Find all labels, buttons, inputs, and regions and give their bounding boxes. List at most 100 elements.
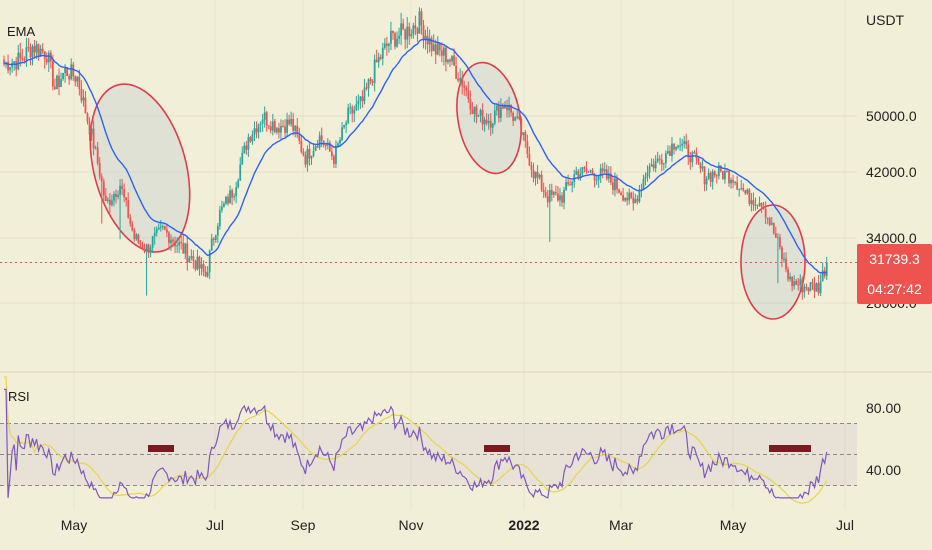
candle-body: [333, 156, 335, 164]
candle-body: [612, 182, 614, 191]
candle-body: [282, 125, 284, 127]
candle-body: [273, 121, 276, 133]
last-price-badge[interactable]: 31739.3 04:27:42: [857, 244, 932, 304]
candle-body: [799, 279, 802, 286]
candle-body: [129, 217, 132, 224]
candle-body: [497, 105, 500, 118]
candle-body: [473, 106, 476, 114]
candle-body: [286, 119, 288, 133]
candle-body: [717, 165, 720, 177]
candle-body: [259, 123, 262, 125]
candle-body: [770, 222, 773, 225]
candle-body: [369, 79, 372, 82]
candle-body: [196, 256, 199, 270]
candle-body: [772, 222, 775, 234]
candle-body: [730, 179, 732, 184]
candle-body: [546, 196, 549, 203]
candle-body: [361, 96, 364, 102]
candle-body: [481, 110, 484, 125]
candle-body: [679, 145, 682, 147]
candle-body: [585, 168, 588, 172]
candle-body: [7, 61, 9, 71]
candle-body: [622, 195, 624, 201]
candle-body: [212, 238, 215, 241]
candle-body: [561, 195, 563, 203]
candle-body: [343, 124, 345, 128]
candle-body: [74, 76, 77, 82]
candle-body: [758, 203, 761, 206]
candle-body: [314, 146, 317, 152]
ema-line: [3, 38, 828, 274]
candle-body: [324, 144, 327, 146]
candle-body: [744, 190, 747, 194]
rsi-pane-title: RSI: [8, 389, 30, 404]
candle-body: [795, 281, 798, 285]
candle-body: [127, 200, 130, 218]
candle-body: [768, 218, 771, 225]
candle-body: [145, 244, 148, 252]
candle-body: [241, 152, 244, 165]
candle-body: [414, 25, 417, 29]
candle-body: [214, 235, 217, 241]
candle-body: [453, 55, 455, 66]
candle-body: [734, 182, 737, 184]
candle-body: [614, 178, 616, 191]
candle-body: [500, 106, 502, 118]
candle-body: [410, 34, 413, 37]
candle-body: [691, 152, 694, 163]
candle-body: [685, 141, 688, 145]
candle-body: [188, 258, 191, 263]
candle-body: [575, 171, 578, 175]
candle-body: [143, 249, 146, 252]
candle-body: [440, 50, 443, 56]
candle-body: [121, 185, 124, 190]
time-tick-label: Sep: [291, 517, 316, 533]
candle-body: [571, 181, 574, 186]
candle-body: [760, 203, 763, 208]
candle-body: [161, 226, 164, 228]
candle-body: [776, 237, 779, 239]
candle-body: [819, 281, 822, 294]
candle-body: [379, 56, 382, 59]
candle-body: [218, 210, 221, 227]
candle-body: [290, 118, 293, 125]
candle-body: [487, 120, 490, 124]
candle-body: [381, 47, 384, 59]
candle-body: [335, 145, 337, 164]
candle-body: [636, 199, 639, 202]
candle-body: [135, 234, 138, 240]
candle-body: [176, 245, 179, 247]
candle-body: [180, 242, 183, 244]
candle-body: [387, 43, 390, 46]
candle-body: [267, 125, 270, 127]
candle-body: [412, 25, 415, 35]
last-price-value: 31739.3: [869, 251, 920, 267]
candle-body: [803, 286, 806, 293]
candle-body: [80, 89, 83, 101]
candle-body: [31, 46, 34, 58]
candle-body: [750, 200, 753, 204]
candle-body: [357, 100, 360, 105]
candle-body: [721, 171, 724, 180]
candle-body: [485, 119, 488, 124]
candle-body: [740, 187, 743, 190]
candle-body: [506, 104, 508, 111]
candle-body: [445, 47, 447, 63]
candle-body: [54, 86, 56, 90]
candle-body: [742, 187, 745, 191]
candle-body: [591, 170, 594, 175]
candle-body: [489, 120, 492, 128]
candle-body: [754, 204, 757, 206]
candle-body: [689, 157, 692, 163]
candle-body: [341, 127, 343, 141]
candle-body: [620, 192, 622, 196]
candle-body: [664, 153, 667, 164]
candle-body: [646, 172, 649, 177]
candle-body: [467, 90, 470, 100]
candle-body: [265, 112, 268, 126]
candle-body: [726, 170, 728, 172]
candle-body: [100, 176, 103, 182]
candle-body: [607, 173, 610, 179]
candle-body: [748, 189, 751, 204]
